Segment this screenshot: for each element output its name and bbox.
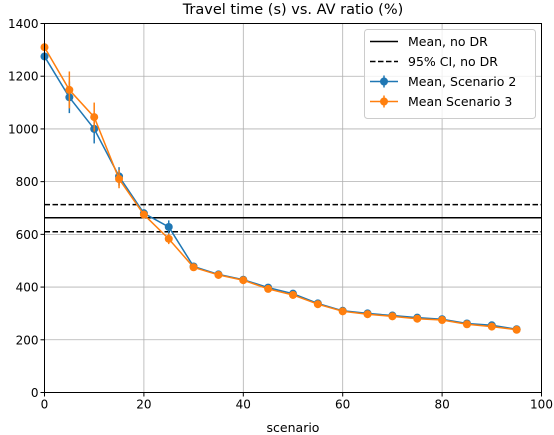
data-point <box>313 300 322 309</box>
data-point <box>264 284 273 293</box>
data-point <box>388 312 397 321</box>
x-axis-label: scenario <box>267 420 320 435</box>
y-tick-label: 200 <box>16 333 39 347</box>
data-point <box>164 222 173 231</box>
series-line <box>43 46 517 331</box>
legend-label: Mean Scenario 3 <box>408 94 512 109</box>
data-point <box>462 320 471 329</box>
data-point <box>115 175 124 184</box>
x-tick-label: 60 <box>335 398 350 412</box>
data-point <box>487 322 496 331</box>
data-point <box>413 314 422 323</box>
legend-box <box>364 29 536 119</box>
series-layer <box>40 43 521 334</box>
reference-lines <box>44 203 542 233</box>
legend-marker <box>380 97 388 106</box>
data-point <box>363 310 372 319</box>
y-tick-label: 400 <box>16 281 39 295</box>
data-point <box>438 316 447 325</box>
y-tick-label: 800 <box>16 175 39 189</box>
legend-marker <box>380 77 388 86</box>
series-line <box>43 56 517 330</box>
x-tick-label: 100 <box>530 398 553 412</box>
data-point <box>90 113 99 122</box>
data-point <box>189 263 198 272</box>
legend: Mean, no DR 95% CI, no DR Mean, Scenario 2… <box>364 29 536 119</box>
data-point <box>289 290 297 299</box>
x-tick-label: 40 <box>236 398 251 412</box>
data-point <box>139 210 148 219</box>
series-2 <box>40 43 521 334</box>
x-tick-label: 0 <box>41 398 49 412</box>
data-point <box>239 276 248 285</box>
legend-label: Mean, Scenario 2 <box>408 74 516 89</box>
data-point <box>65 85 74 94</box>
data-point <box>338 307 347 316</box>
y-tick-label: 1200 <box>8 70 39 84</box>
data-point <box>164 234 173 243</box>
legend-label: 95% CI, no DR <box>408 54 498 69</box>
plot-frame <box>44 23 542 393</box>
y-tick-label: 0 <box>31 386 39 400</box>
data-point <box>512 325 521 334</box>
y-tick-label: 1000 <box>8 122 39 136</box>
y-tick-label: 1400 <box>8 17 39 31</box>
x-tick-label: 80 <box>434 398 449 412</box>
chart-title: Travel time (s) vs. AV ratio (%) <box>182 2 404 18</box>
x-tick-label: 20 <box>136 398 151 412</box>
data-point <box>214 270 223 279</box>
legend-label: Mean, no DR <box>408 34 488 49</box>
y-tick-label: 600 <box>16 228 39 242</box>
